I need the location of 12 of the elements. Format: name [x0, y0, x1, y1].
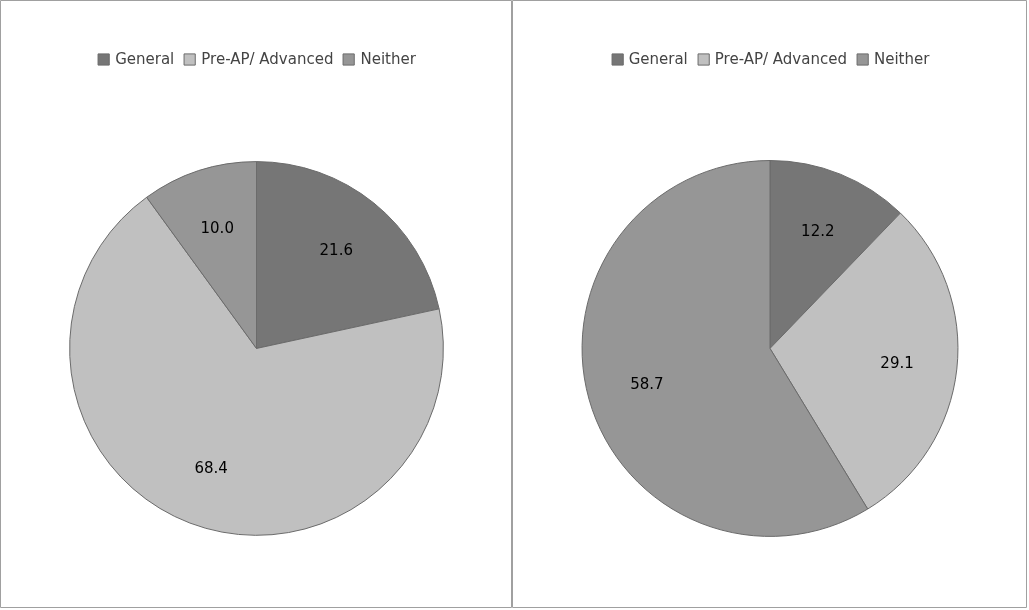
data-label: 29.1 — [880, 354, 914, 373]
data-label: 68.4 — [194, 459, 228, 478]
legend-label: Neither — [360, 50, 416, 68]
data-label: 21.6 — [319, 241, 353, 260]
legend-label: General — [628, 50, 688, 68]
data-label: 58.7 — [630, 374, 664, 393]
legend-label: Pre-AP/ Advanced — [201, 50, 334, 68]
data-label: 10.0 — [200, 219, 234, 238]
legend-label: Pre-AP/ Advanced — [714, 50, 847, 68]
data-label: 12.2 — [801, 222, 835, 241]
legend-label: Neither — [873, 50, 930, 68]
legend-label: General — [115, 50, 175, 68]
